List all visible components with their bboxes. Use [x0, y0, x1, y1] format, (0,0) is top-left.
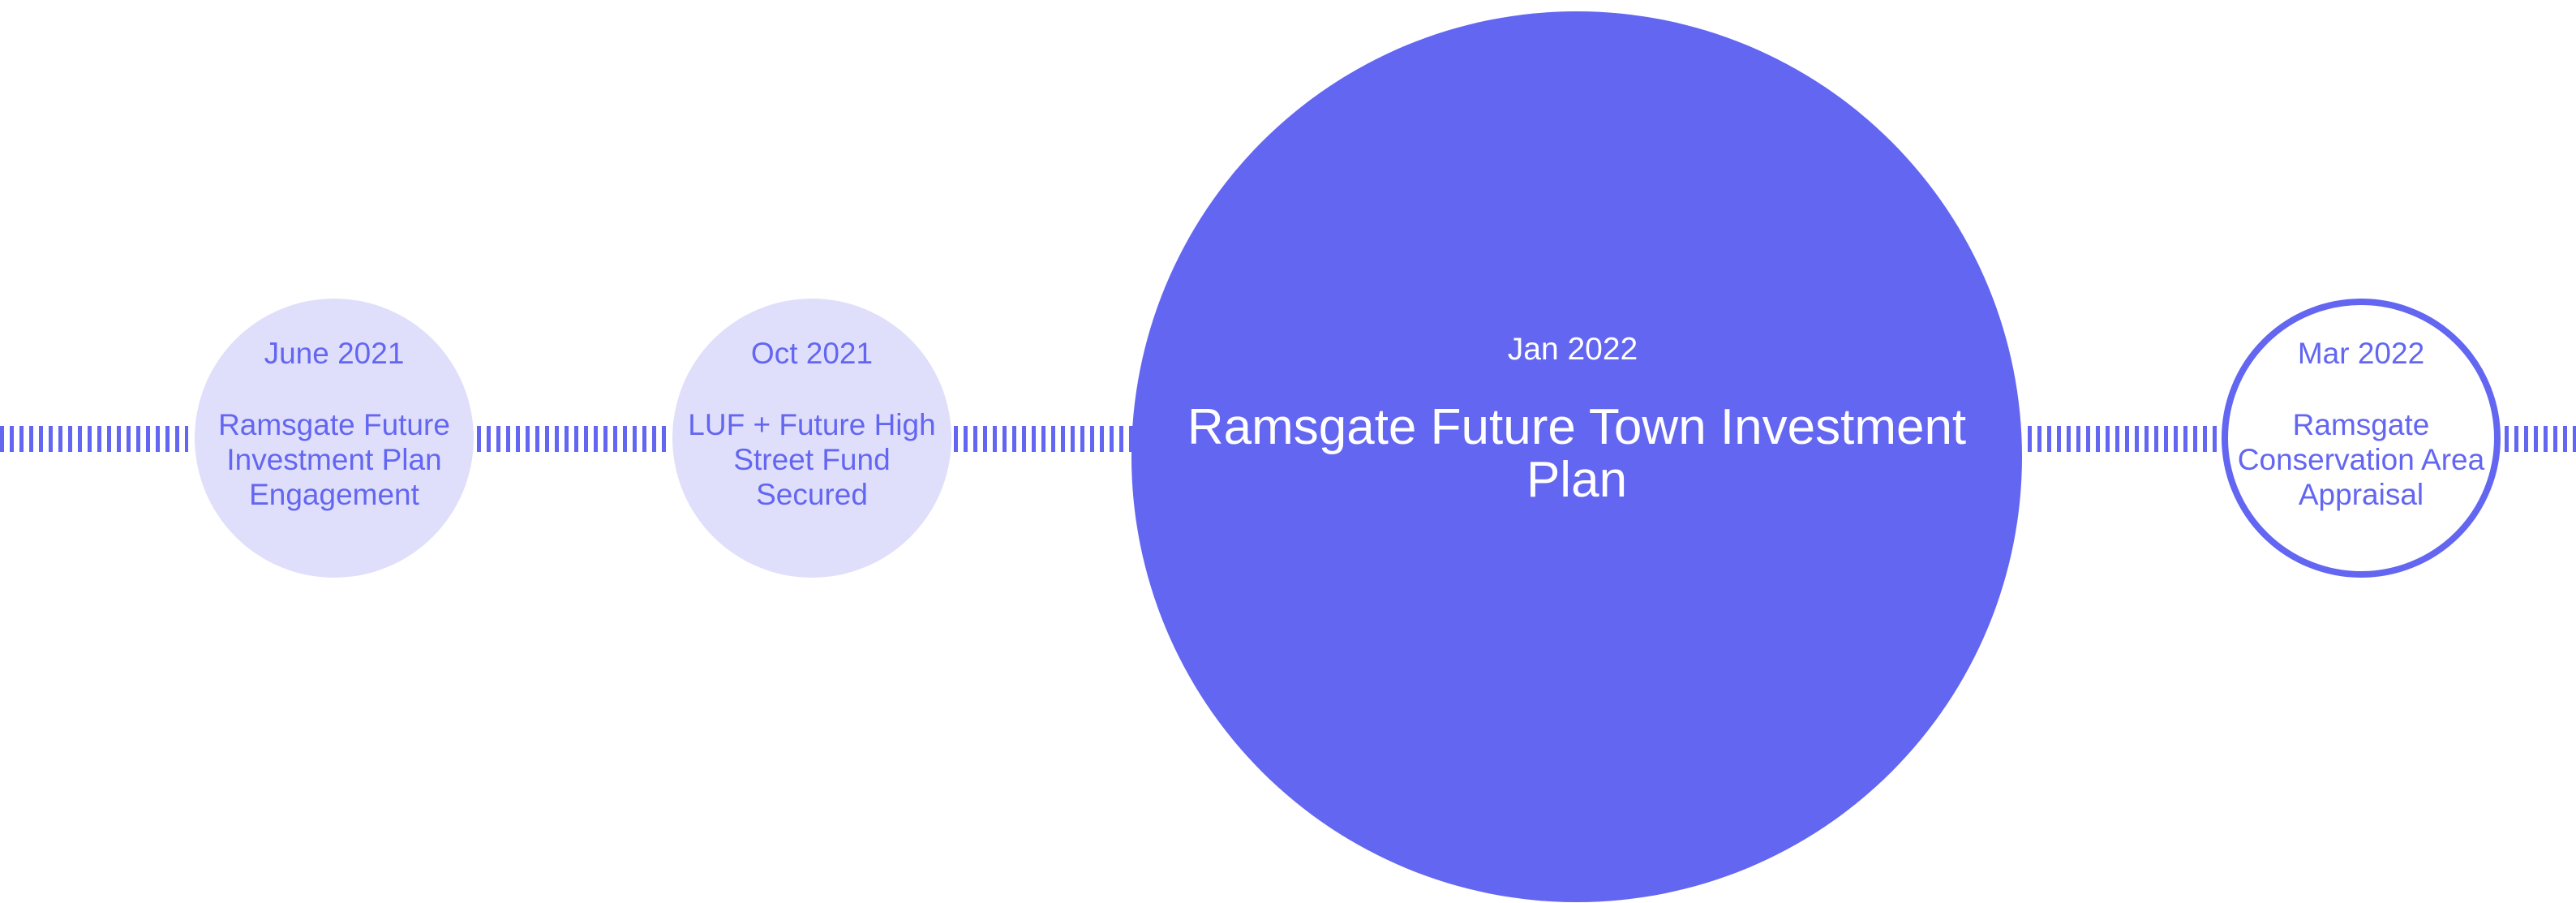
event-date: Mar 2022: [2297, 337, 2425, 370]
timeline-event-oct-2021: Oct 2021 LUF + Future High Street Fund S…: [672, 299, 951, 578]
timeline-connector: [2028, 426, 2219, 452]
timeline-connector: [954, 426, 1134, 452]
event-title: Ramsgate Conservation Area Appraisal: [2237, 408, 2485, 511]
event-date: Jan 2022: [1507, 332, 1638, 367]
timeline-connector: [0, 426, 188, 452]
timeline-event-mar-2022: Mar 2022 Ramsgate Conservation Area Appr…: [2222, 299, 2501, 578]
event-title: Ramsgate Future Town Investment Plan: [1187, 399, 1967, 508]
event-title: Ramsgate Future Investment Plan Engageme…: [218, 408, 450, 511]
timeline-connector: [2505, 426, 2576, 452]
timeline-connector: [477, 426, 668, 452]
timeline-event-jan-2022: Jan 2022 Ramsgate Future Town Investment…: [1131, 11, 2022, 902]
event-date: June 2021: [264, 337, 405, 370]
event-date: Oct 2021: [750, 337, 874, 370]
timeline-event-june-2021: June 2021 Ramsgate Future Investment Pla…: [195, 299, 474, 578]
event-title: LUF + Future High Street Fund Secured: [688, 408, 936, 511]
